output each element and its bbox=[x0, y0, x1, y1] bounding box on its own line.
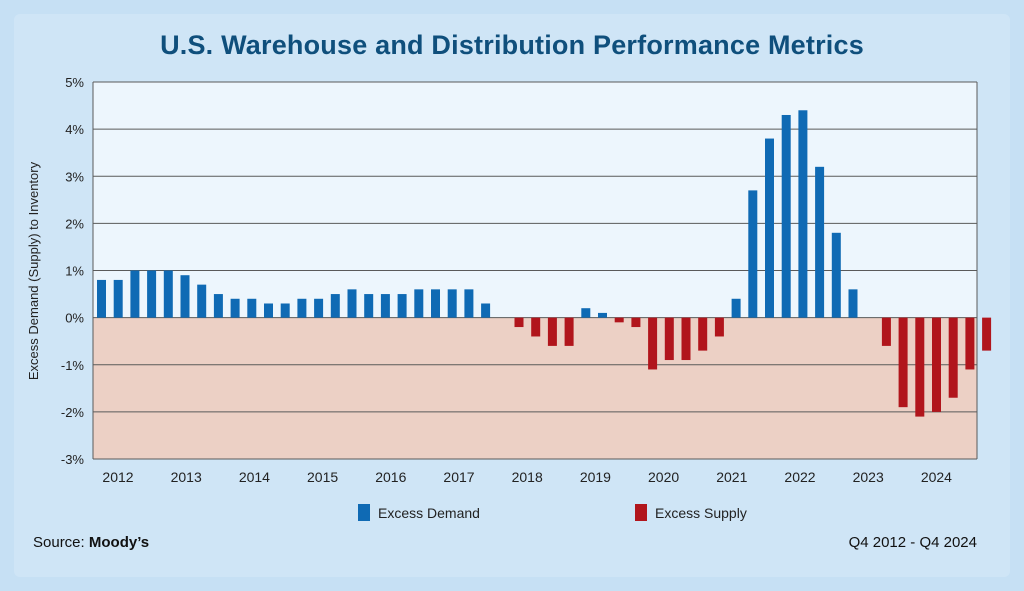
bar-excess-supply bbox=[631, 317, 641, 328]
bar-excess-supply bbox=[681, 317, 691, 361]
legend-swatch-supply bbox=[635, 504, 647, 521]
legend-swatch-demand bbox=[358, 504, 370, 521]
period-note: Q4 2012 - Q4 2024 bbox=[848, 534, 977, 551]
chart-title: U.S. Warehouse and Distribution Performa… bbox=[160, 30, 864, 60]
bar-excess-supply bbox=[614, 317, 624, 323]
bar-excess-supply bbox=[915, 317, 925, 417]
bar-excess-demand bbox=[230, 298, 240, 318]
positive-region bbox=[93, 82, 977, 318]
bar-excess-demand bbox=[163, 270, 173, 318]
bar-excess-demand bbox=[781, 114, 791, 318]
y-tick-label: 4% bbox=[65, 122, 84, 137]
x-tick-label: 2018 bbox=[512, 469, 543, 485]
legend-label-demand: Excess Demand bbox=[378, 504, 480, 521]
source-note: Source: Moody’s bbox=[33, 534, 149, 551]
x-tick-label: 2013 bbox=[171, 469, 202, 485]
bar-excess-demand bbox=[97, 279, 106, 318]
bar-excess-demand bbox=[364, 294, 374, 318]
bar-excess-demand bbox=[431, 289, 440, 318]
negative-region bbox=[93, 317, 977, 459]
y-tick-label: -1% bbox=[61, 358, 85, 373]
bar-excess-supply bbox=[948, 317, 958, 398]
y-tick-label: 1% bbox=[65, 264, 84, 279]
bars bbox=[97, 110, 992, 417]
bar-excess-demand bbox=[380, 294, 390, 318]
bar-excess-demand bbox=[447, 289, 457, 318]
x-axis-ticks: 2012 2013 2014 2015 2016 2017 2018 2019 2020 2021… bbox=[102, 469, 952, 485]
x-tick-label: 2014 bbox=[239, 469, 270, 485]
bar-excess-demand bbox=[347, 289, 357, 318]
bar-excess-supply bbox=[564, 317, 574, 346]
bar-excess-supply bbox=[664, 317, 674, 361]
bar-excess-demand bbox=[280, 303, 290, 318]
bar-excess-demand bbox=[197, 284, 207, 318]
x-tick-label: 2016 bbox=[375, 469, 406, 485]
bar-excess-demand bbox=[731, 298, 741, 318]
y-tick-label: 5% bbox=[65, 75, 84, 90]
bar-excess-demand bbox=[464, 289, 474, 318]
bar-excess-demand bbox=[147, 270, 157, 318]
bar-excess-demand bbox=[247, 298, 257, 318]
bar-excess-demand bbox=[831, 232, 841, 318]
bar-excess-demand bbox=[330, 294, 340, 318]
bar-excess-supply bbox=[881, 317, 891, 346]
bar-excess-supply bbox=[714, 317, 724, 337]
x-tick-label: 2023 bbox=[853, 469, 884, 485]
bar-excess-demand bbox=[798, 110, 808, 318]
x-tick-label: 2017 bbox=[443, 469, 474, 485]
bar-excess-demand bbox=[581, 308, 591, 318]
gridlines bbox=[92, 81, 978, 460]
bar-excess-demand bbox=[598, 312, 607, 318]
bar-excess-demand bbox=[314, 298, 324, 318]
bar-excess-demand bbox=[414, 289, 424, 318]
source-label: Source: bbox=[33, 534, 85, 551]
x-tick-label: 2015 bbox=[307, 469, 338, 485]
y-tick-label: 3% bbox=[65, 169, 84, 184]
bar-excess-demand bbox=[130, 270, 140, 318]
bar-excess-demand bbox=[180, 275, 190, 318]
legend-label-supply: Excess Supply bbox=[655, 504, 747, 521]
bar-excess-demand bbox=[264, 303, 273, 318]
bar-excess-demand bbox=[297, 298, 307, 318]
legend-item-excess-demand: Excess Demand bbox=[358, 504, 480, 521]
x-tick-label: 2022 bbox=[784, 469, 815, 485]
bar-excess-supply bbox=[898, 317, 908, 408]
y-axis-label: Excess Demand (Supply) to Inventory bbox=[26, 161, 41, 380]
bar-excess-supply bbox=[648, 317, 658, 370]
bar-excess-demand bbox=[113, 279, 123, 318]
bar-excess-supply bbox=[531, 317, 541, 337]
legend-item-excess-supply: Excess Supply bbox=[635, 504, 747, 521]
plot-background bbox=[93, 82, 977, 459]
bar-excess-supply bbox=[932, 317, 941, 412]
bar-excess-demand bbox=[481, 303, 491, 318]
bar-excess-demand bbox=[848, 289, 858, 318]
y-axis-ticks: -3% -2% -1% 0% 1% 2% 3% 4% 5% bbox=[61, 75, 85, 467]
bar-excess-demand bbox=[765, 138, 774, 318]
bar-excess-supply bbox=[982, 317, 992, 351]
bar-excess-demand bbox=[815, 166, 825, 318]
bar-excess-demand bbox=[213, 294, 223, 318]
bar-excess-supply bbox=[514, 317, 524, 328]
bar-excess-demand bbox=[397, 294, 407, 318]
y-tick-label: 0% bbox=[65, 311, 84, 326]
bar-excess-demand bbox=[748, 190, 758, 318]
y-tick-label: 2% bbox=[65, 216, 84, 231]
y-tick-label: -2% bbox=[61, 405, 85, 420]
x-tick-label: 2019 bbox=[580, 469, 611, 485]
bar-excess-supply bbox=[698, 317, 708, 351]
x-tick-label: 2024 bbox=[921, 469, 952, 485]
bar-excess-supply bbox=[965, 317, 975, 370]
source-name: Moody’s bbox=[88, 534, 150, 551]
x-tick-label: 2020 bbox=[648, 469, 679, 485]
x-tick-label: 2021 bbox=[716, 469, 747, 485]
y-tick-label: -3% bbox=[61, 452, 85, 467]
bar-excess-supply bbox=[547, 317, 557, 346]
x-tick-label: 2012 bbox=[102, 469, 133, 485]
